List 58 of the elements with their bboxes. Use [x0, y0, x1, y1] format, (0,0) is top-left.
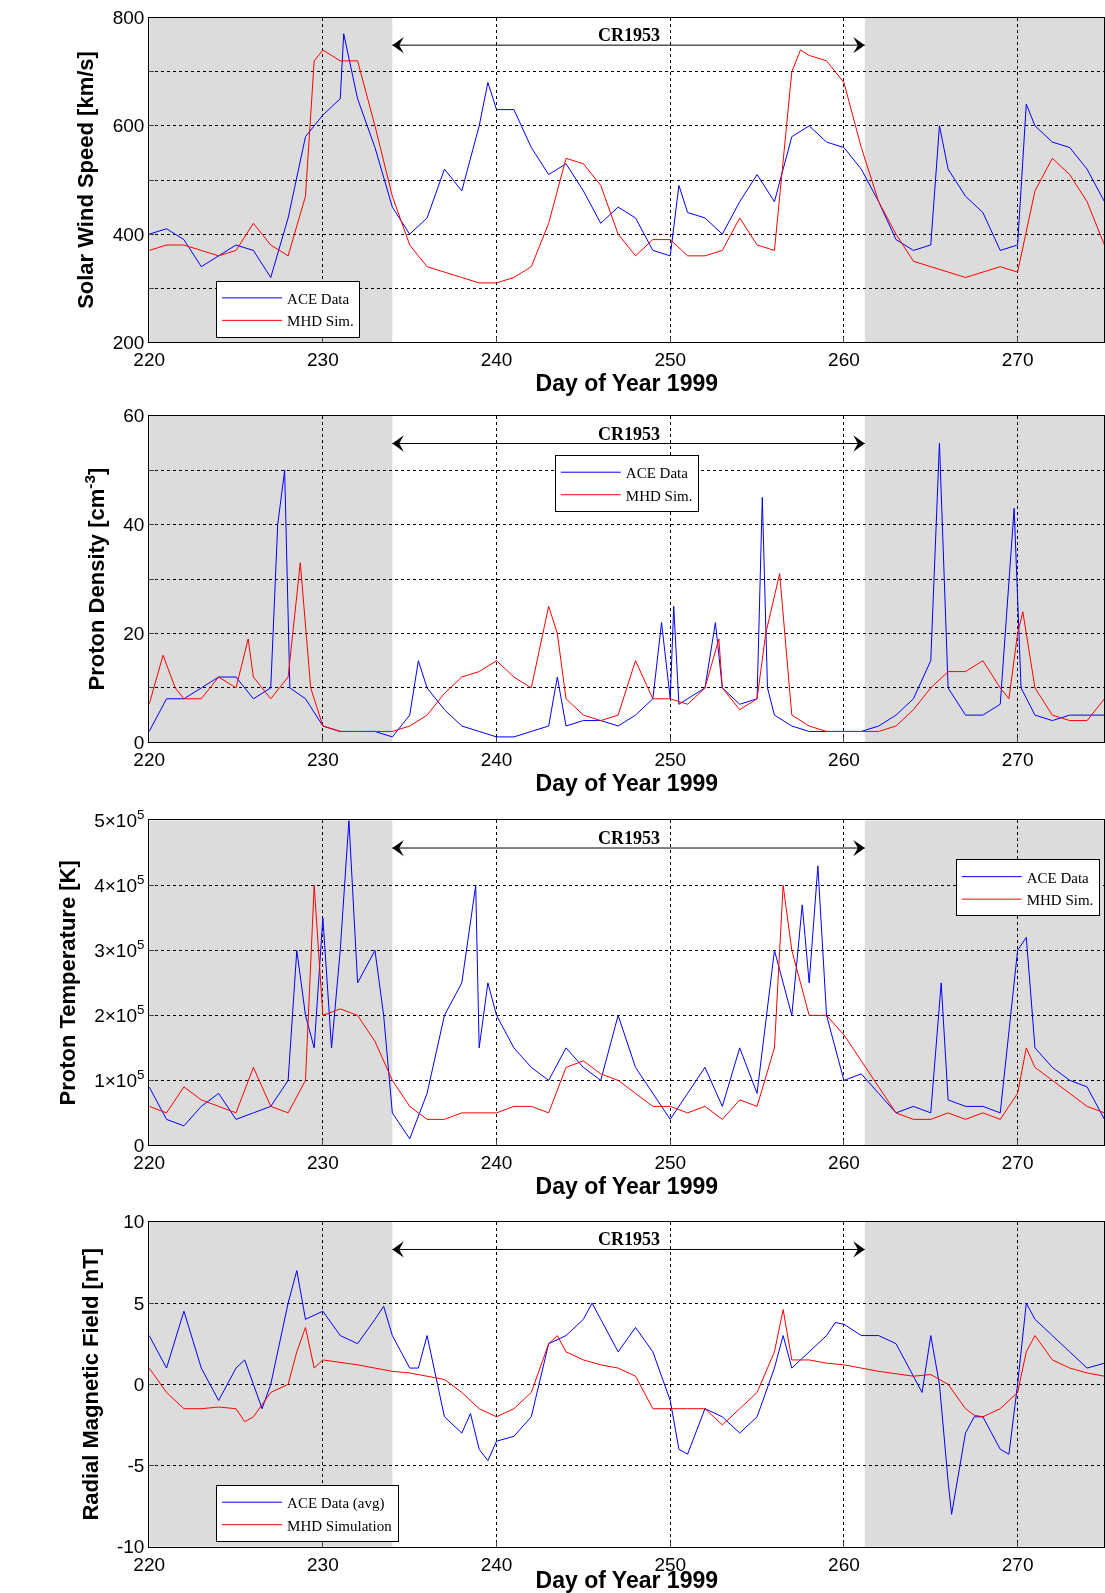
x-tick-label: 260 [828, 349, 860, 371]
annotation: CR1953 [598, 1229, 660, 1249]
x-axis-title: Day of Year 1999 [535, 1173, 719, 1200]
y-tick-label: 1×10$^{5}$ [94, 1067, 145, 1092]
y-tick-label: 600 [112, 115, 145, 137]
x-tick-label: 260 [828, 749, 860, 771]
line-series [149, 1270, 1105, 1515]
legend-label: MHD Sim. [625, 487, 693, 504]
x-tick-label: 240 [480, 1152, 513, 1174]
legend-label: MHD Simulation [287, 1517, 393, 1534]
y-axis-title: Radial Magnetic Field [nT] [77, 1248, 103, 1521]
y-tick-label: 60 [123, 405, 145, 427]
annotation: CR1953 [598, 828, 660, 848]
y-tick-label: 10 [123, 1211, 145, 1233]
legend-label: ACE Data (avg) [287, 1495, 385, 1513]
line-series [149, 1309, 1105, 1426]
y-axis-title: Solar Wind Speed [km/s] [73, 51, 99, 309]
annotation: CR1953 [598, 424, 660, 444]
line-series [149, 442, 1105, 738]
x-tick-label: 260 [828, 1152, 860, 1174]
x-tick-label: 250 [654, 749, 687, 771]
y-tick-label: 40 [123, 514, 145, 536]
y-tick-label: 0 [133, 1373, 145, 1395]
x-tick-label: 230 [307, 1152, 339, 1174]
legend-label: ACE Data [1026, 869, 1090, 886]
x-tick-label: 230 [307, 749, 339, 771]
legend-label: ACE Data [625, 465, 689, 482]
line-series [149, 884, 1105, 1120]
x-tick-label: 250 [654, 1152, 687, 1174]
x-tick-label: 270 [1001, 1152, 1034, 1174]
x-tick-label: 270 [1001, 749, 1034, 771]
x-tick-label: 260 [828, 1553, 860, 1575]
y-tick-label: 5 [133, 1292, 145, 1314]
x-axis-title: Day of Year 1999 [535, 370, 719, 397]
y-tick-label: 2×10$^{5}$ [94, 1002, 145, 1027]
x-tick-label: 230 [307, 1553, 339, 1575]
x-tick-label: 270 [1001, 1553, 1034, 1575]
legend-label: MHD Sim. [1026, 891, 1094, 908]
legend-label: MHD Sim. [287, 313, 354, 330]
y-tick-label: 4×10$^{5}$ [94, 872, 145, 897]
y-tick-label: -5 [127, 1455, 145, 1477]
y-axis-title: Proton Temperature [K] [54, 860, 80, 1106]
x-tick-label: 240 [480, 349, 513, 371]
x-tick-label: 270 [1001, 349, 1034, 371]
y-tick-label: 800 [112, 7, 145, 29]
x-tick-label: 240 [480, 1553, 513, 1575]
line-series [149, 562, 1105, 732]
line-series [149, 820, 1105, 1140]
y-tick-label: 5×10$^{5}$ [94, 807, 145, 832]
legend-label: ACE Data [287, 290, 350, 307]
x-tick-label: 240 [480, 749, 513, 771]
x-axis-title: Day of Year 1999 [535, 770, 719, 797]
x-tick-label: 230 [307, 349, 339, 371]
annotation: CR1953 [598, 25, 660, 45]
y-tick-label: 20 [123, 623, 145, 645]
y-tick-label: 400 [112, 223, 145, 245]
x-tick-label: 250 [654, 349, 687, 371]
y-tick-label: 3×10$^{5}$ [94, 937, 145, 962]
